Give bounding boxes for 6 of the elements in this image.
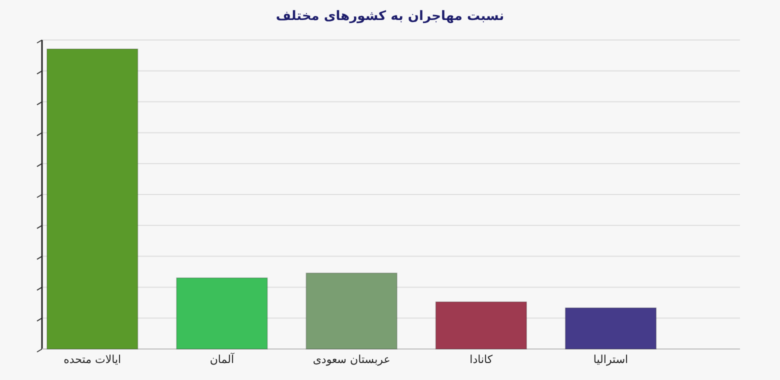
x-tick-label: ایالات متحده (64, 353, 122, 366)
chart-title: نسبت مهاجران به کشورهای مختلف (276, 9, 504, 24)
x-tick-label: آلمان (210, 352, 235, 366)
x-tick-label: عربستان سعودی (312, 353, 390, 366)
x-tick-label: استرالیا (593, 353, 628, 366)
x-tick-label: کانادا (470, 353, 494, 366)
